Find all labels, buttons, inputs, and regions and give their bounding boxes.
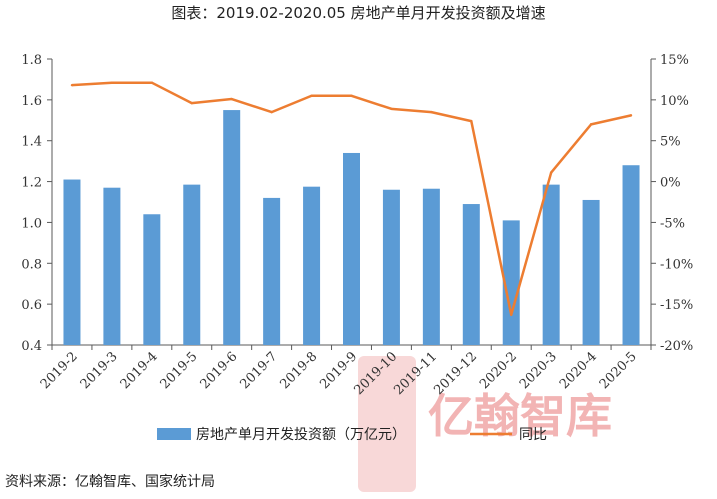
x-tick-label: 2019-6: [198, 349, 241, 392]
left-tick-label: 0.8: [21, 257, 42, 272]
axes: 0.4 0.6 0.8 1.0 1.2 1.4 1.6 1.8 -20% -15% -10% -5% 0…: [21, 53, 693, 354]
line-point: [510, 313, 513, 316]
line-point: [589, 123, 593, 126]
line-point: [70, 83, 74, 87]
line-point: [430, 110, 433, 114]
legend-bar-swatch: [157, 428, 191, 440]
line-point: [350, 94, 353, 97]
right-tick-label: -15%: [660, 298, 693, 313]
line-point: [470, 119, 473, 123]
bar: [143, 214, 161, 345]
bar: [622, 165, 640, 345]
bar: [263, 197, 281, 345]
bar: [183, 184, 201, 345]
right-tick-label: -5%: [660, 216, 685, 231]
left-tick-label: 1.4: [21, 135, 42, 150]
left-tick-label: 1.2: [21, 176, 42, 191]
chart-title: 图表：2019.02-2020.05 房地产单月开发投资额及增速: [171, 4, 546, 22]
bar: [63, 179, 81, 345]
x-tick-label: 2019-8: [277, 349, 320, 392]
x-tick-label: 2019-5: [158, 349, 201, 392]
x-tick-label: 2019-7: [238, 349, 281, 392]
bar: [382, 189, 400, 345]
line-point: [310, 94, 313, 97]
legend-bar-label: 房地产单月开发投资额（万亿元）: [196, 427, 406, 443]
line-point: [549, 171, 553, 174]
line-point: [110, 81, 114, 84]
left-tick-label: 0.6: [21, 298, 42, 313]
right-tick-label: 5%: [660, 135, 681, 150]
bar: [502, 220, 520, 345]
bar: [343, 152, 360, 345]
watermark-logo: 亿翰智库: [358, 356, 612, 492]
x-tick-label: 2019-2: [38, 349, 81, 392]
line-point: [629, 114, 633, 117]
x-tick-label: 2019-4: [118, 349, 161, 392]
watermark-emblem: [358, 356, 416, 492]
x-tick-label: 2020-4: [557, 349, 600, 392]
legend: 房地产单月开发投资额（万亿元） 同比: [157, 427, 547, 443]
bar: [582, 199, 600, 345]
bar: [303, 186, 321, 345]
bar: [462, 204, 480, 345]
bar-series: [63, 110, 640, 345]
line-series: [70, 81, 633, 317]
line-point: [270, 110, 273, 114]
watermark-text: 亿翰智库: [428, 389, 612, 443]
right-tick-label: 10%: [660, 94, 689, 109]
line-point: [230, 97, 233, 101]
source-note: 资料来源：亿翰智库、国家统计局: [5, 474, 215, 490]
x-tick-label: 2019-3: [78, 349, 121, 392]
left-tick-label: 1.8: [21, 53, 42, 68]
bar: [542, 184, 560, 345]
bar: [223, 110, 241, 345]
x-tick-label: 2020-3: [517, 349, 560, 392]
left-tick-label: 1.0: [21, 216, 42, 231]
x-tick-label: 2020-2: [477, 349, 520, 392]
right-tick-label: 15%: [660, 53, 689, 68]
right-tick-label: -10%: [660, 257, 693, 272]
line-point: [150, 81, 154, 84]
left-tick-label: 0.4: [21, 339, 42, 354]
bar: [422, 188, 440, 345]
x-tick-label: 2020-5: [597, 349, 640, 392]
bar: [103, 187, 121, 345]
left-tick-label: 1.6: [21, 94, 42, 109]
line-point: [390, 107, 393, 111]
line-point: [190, 101, 193, 105]
right-tick-label: 0%: [660, 176, 681, 191]
legend-line-label: 同比: [519, 427, 547, 443]
right-tick-label: -20%: [660, 339, 693, 354]
